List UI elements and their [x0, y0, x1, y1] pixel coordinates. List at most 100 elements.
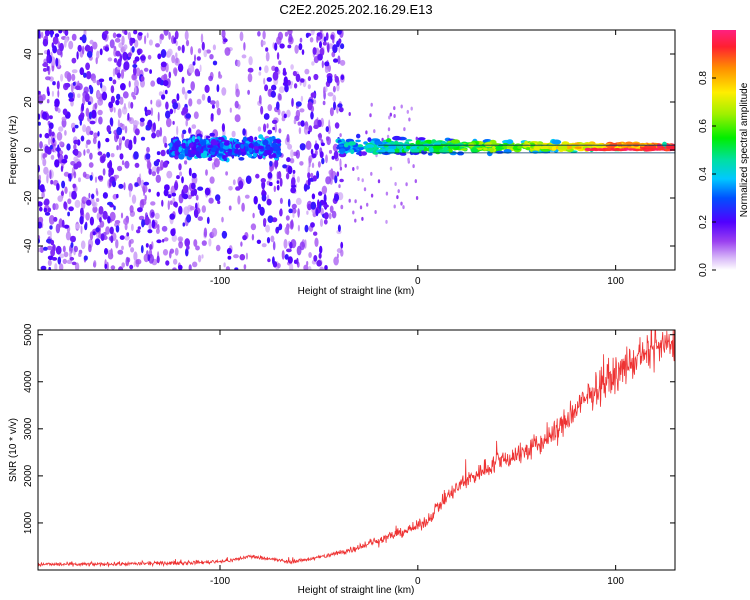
band-blob	[192, 146, 196, 151]
noise-blob	[308, 157, 311, 168]
spectrogram-heat	[38, 30, 675, 270]
noise-blob	[155, 99, 162, 105]
band-blob	[487, 147, 495, 152]
noise-blob	[113, 58, 118, 63]
noise-blob	[193, 188, 198, 196]
noise-blob	[325, 154, 328, 164]
noise-blob	[242, 128, 246, 136]
noise-blob	[182, 184, 189, 194]
band-blob	[406, 145, 411, 150]
noise-blob	[328, 149, 333, 154]
noise-blob	[266, 123, 269, 129]
noise-blob	[173, 258, 178, 265]
noise-blob	[141, 219, 145, 228]
noise-blob	[336, 30, 342, 35]
noise-blob	[314, 143, 320, 151]
noise-blob	[184, 91, 188, 100]
snr-background	[38, 330, 675, 570]
noise-blob	[134, 162, 140, 168]
noise-blob	[290, 81, 294, 86]
band-blob	[274, 144, 280, 152]
noise-blob	[170, 228, 176, 237]
noise-blob	[166, 170, 173, 179]
band-blob	[248, 142, 254, 149]
noise-blob	[62, 108, 68, 116]
noise-blob	[303, 183, 308, 192]
band-blob	[178, 153, 185, 160]
noise-blob	[333, 256, 339, 266]
noise-blob	[305, 140, 312, 150]
noise-blob	[309, 37, 314, 43]
noise-blob	[291, 97, 294, 107]
noise-blob	[109, 39, 115, 49]
band-blob	[415, 140, 421, 145]
noise-blob	[199, 64, 202, 73]
noise-blob	[63, 251, 69, 258]
noise-blob	[228, 205, 232, 211]
noise-blob	[239, 254, 246, 261]
x-tick-label: 100	[607, 276, 624, 287]
noise-blob	[377, 179, 381, 184]
band-blob	[223, 157, 228, 162]
noise-blob	[359, 205, 363, 210]
band-blob	[490, 143, 500, 147]
noise-blob	[169, 250, 172, 259]
band-blob	[418, 146, 425, 151]
noise-blob	[278, 93, 282, 101]
noise-blob	[156, 239, 162, 244]
noise-blob	[68, 92, 74, 99]
noise-blob	[57, 195, 63, 203]
noise-blob	[188, 167, 192, 177]
noise-blob	[217, 200, 221, 205]
noise-blob	[136, 229, 141, 234]
noise-blob	[40, 31, 44, 39]
noise-blob	[73, 139, 79, 145]
noise-blob	[261, 243, 267, 248]
noise-blob	[156, 151, 161, 156]
noise-blob	[396, 195, 399, 200]
noise-blob	[265, 224, 270, 233]
noise-blob	[55, 245, 62, 255]
noise-blob	[43, 62, 48, 67]
noise-blob	[215, 244, 221, 252]
noise-blob	[80, 135, 85, 142]
noise-blob	[191, 172, 197, 179]
noise-blob	[84, 93, 90, 103]
band-blob	[428, 152, 433, 156]
noise-blob	[97, 175, 104, 181]
noise-blob	[86, 199, 92, 206]
noise-blob	[325, 32, 329, 41]
noise-blob	[42, 158, 47, 167]
noise-blob	[43, 166, 49, 175]
noise-blob	[240, 241, 243, 247]
noise-blob	[284, 84, 289, 93]
noise-blob	[274, 42, 278, 51]
band-blob	[441, 140, 447, 145]
noise-blob	[128, 139, 133, 147]
noise-blob	[178, 205, 183, 215]
noise-blob	[100, 81, 103, 89]
noise-blob	[287, 30, 293, 36]
noise-blob	[337, 103, 343, 108]
noise-blob	[286, 157, 291, 163]
noise-blob	[295, 101, 302, 107]
noise-blob	[39, 184, 45, 193]
noise-blob	[229, 107, 232, 113]
noise-blob	[263, 113, 270, 120]
noise-blob	[196, 56, 201, 61]
noise-blob	[127, 101, 131, 109]
noise-blob	[157, 111, 160, 122]
noise-blob	[204, 187, 211, 196]
noise-blob	[303, 264, 309, 270]
noise-blob	[59, 141, 64, 146]
noise-blob	[276, 52, 280, 60]
noise-blob	[266, 77, 272, 82]
noise-blob	[140, 55, 146, 61]
noise-blob	[234, 114, 241, 123]
noise-blob	[146, 160, 151, 170]
band-blob	[271, 153, 277, 158]
noise-blob	[97, 151, 103, 156]
noise-blob	[42, 153, 46, 159]
noise-blob	[167, 194, 172, 199]
noise-blob	[145, 153, 151, 160]
